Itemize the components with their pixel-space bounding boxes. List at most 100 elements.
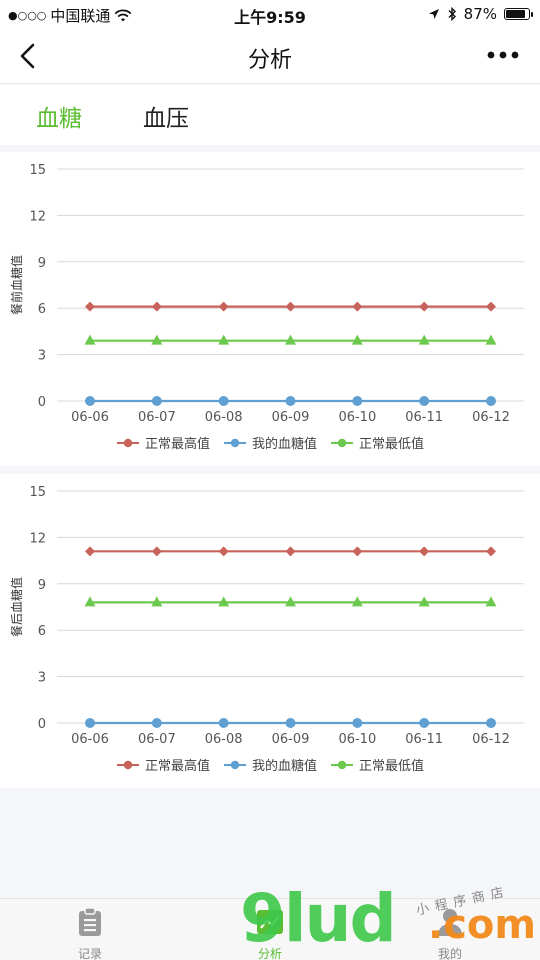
series-0 xyxy=(85,546,496,557)
legend-label: 正常最低值 xyxy=(359,758,424,774)
data-point xyxy=(151,396,162,406)
data-point xyxy=(151,301,162,312)
data-point xyxy=(151,546,162,557)
y-tick-label: 9 xyxy=(38,256,46,271)
series-1 xyxy=(85,396,496,406)
bluetooth-icon xyxy=(448,7,456,21)
y-tick-label: 3 xyxy=(38,349,46,364)
tab-bar: 血糖 血压 xyxy=(0,85,540,145)
data-point xyxy=(218,396,229,406)
line-chart-before-meal: 0 3 6 9 12 15 餐前血糖值 06-06 06-07 06-08 06-09 06-10 06… xyxy=(9,163,524,452)
legend-label: 正常最高值 xyxy=(145,758,210,774)
clipboard-icon xyxy=(79,907,101,936)
chart-panel-after-meal: 0 3 6 9 12 15 餐后血糖值 06-06 06-07 06-08 06-09 06-10 06… xyxy=(0,474,540,788)
legend-marker xyxy=(230,760,240,770)
x-tick-label: 06-08 xyxy=(205,410,243,425)
data-point xyxy=(151,334,163,345)
battery-level xyxy=(506,10,526,18)
data-point xyxy=(351,596,363,607)
tabbar-label-analysis: 分析 xyxy=(257,947,282,960)
data-point xyxy=(84,596,96,607)
signal-strength-icon: ●○○○ xyxy=(8,9,47,22)
location-arrow-icon xyxy=(428,9,439,19)
series-2 xyxy=(84,596,497,607)
bottom-tab-bar: 记录 分析 我的 xyxy=(0,898,540,960)
chart-icon xyxy=(257,910,283,934)
x-tick-label: 06-07 xyxy=(138,732,176,747)
legend-label: 我的血糖值 xyxy=(252,758,317,774)
legend-label: 正常最高值 xyxy=(145,436,210,452)
data-point xyxy=(419,301,430,312)
data-point xyxy=(419,396,430,406)
data-point xyxy=(419,546,430,557)
series-2 xyxy=(84,334,497,345)
data-point xyxy=(85,546,95,557)
legend-item[interactable]: 正常最高值 xyxy=(117,436,210,452)
data-point xyxy=(218,596,230,607)
x-tick-label: 06-12 xyxy=(472,732,510,747)
legend-item[interactable]: 我的血糖值 xyxy=(224,758,317,774)
data-point xyxy=(285,546,296,557)
y-tick-label: 12 xyxy=(29,209,46,224)
legend-marker xyxy=(337,760,347,770)
status-left: ●○○○ 中国联通 xyxy=(8,5,132,26)
legend-label: 正常最低值 xyxy=(359,436,424,452)
data-point xyxy=(85,718,95,728)
tabbar-label-record: 记录 xyxy=(77,947,102,960)
x-tick-label: 06-10 xyxy=(338,410,376,425)
data-point xyxy=(151,718,162,728)
data-point xyxy=(218,334,230,345)
data-point xyxy=(352,546,363,557)
y-tick-label: 3 xyxy=(38,671,46,686)
series-0 xyxy=(85,301,496,312)
legend-item[interactable]: 我的血糖值 xyxy=(224,436,317,452)
y-tick-label: 0 xyxy=(38,395,46,410)
back-arrow-icon[interactable] xyxy=(14,38,44,74)
data-point xyxy=(418,596,430,607)
tabbar-item-mine[interactable]: 我的 xyxy=(410,907,490,960)
series-1 xyxy=(85,718,496,728)
x-tick-label: 06-11 xyxy=(405,732,443,747)
y-axis-label: 餐后血糖值 xyxy=(9,577,24,637)
legend-item[interactable]: 正常最低值 xyxy=(331,758,424,774)
legend-item[interactable]: 正常最低值 xyxy=(331,436,424,452)
x-tick-label: 06-10 xyxy=(338,732,376,747)
more-options-icon[interactable] xyxy=(486,42,520,68)
data-point xyxy=(351,334,363,345)
x-tick-label: 06-06 xyxy=(71,732,109,747)
y-axis-label: 餐前血糖值 xyxy=(9,255,24,315)
x-tick-label: 06-07 xyxy=(138,410,176,425)
y-tick-label: 6 xyxy=(38,624,46,639)
tabbar-item-analysis[interactable]: 分析 xyxy=(230,907,310,960)
carrier-name: 中国联通 xyxy=(50,7,111,25)
status-bar: ●○○○ 中国联通 上午9:59 87% xyxy=(0,0,540,28)
x-tick-label: 06-09 xyxy=(272,410,310,425)
tab-blood-sugar[interactable]: 血糖 xyxy=(36,106,82,132)
data-point xyxy=(352,396,363,406)
y-tick-label: 6 xyxy=(38,302,46,317)
data-point xyxy=(85,301,95,312)
y-tick-label: 0 xyxy=(38,717,46,732)
data-point xyxy=(485,596,497,607)
y-tick-label: 12 xyxy=(29,531,46,546)
chart-panel-before-meal: 0 3 6 9 12 15 餐前血糖值 06-06 06-07 06-08 06-09 06-10 06… xyxy=(0,152,540,466)
tab-blood-pressure[interactable]: 血压 xyxy=(143,106,189,132)
data-point xyxy=(486,396,496,406)
nav-bar: 分析 xyxy=(0,28,540,84)
data-point xyxy=(285,396,296,406)
legend-marker xyxy=(123,760,133,770)
data-point xyxy=(84,334,96,345)
page-title: 分析 xyxy=(247,48,292,73)
data-point xyxy=(485,334,497,345)
tabbar-item-record[interactable]: 记录 xyxy=(50,907,130,960)
y-tick-label: 15 xyxy=(29,163,46,178)
data-point xyxy=(486,718,496,728)
x-tick-label: 06-12 xyxy=(472,410,510,425)
data-point xyxy=(218,718,229,728)
x-tick-label: 06-06 xyxy=(71,410,109,425)
user-icon xyxy=(438,909,462,936)
data-point xyxy=(285,596,296,607)
legend-item[interactable]: 正常最高值 xyxy=(117,758,210,774)
status-right: 87% xyxy=(428,5,533,23)
data-point xyxy=(218,546,229,557)
